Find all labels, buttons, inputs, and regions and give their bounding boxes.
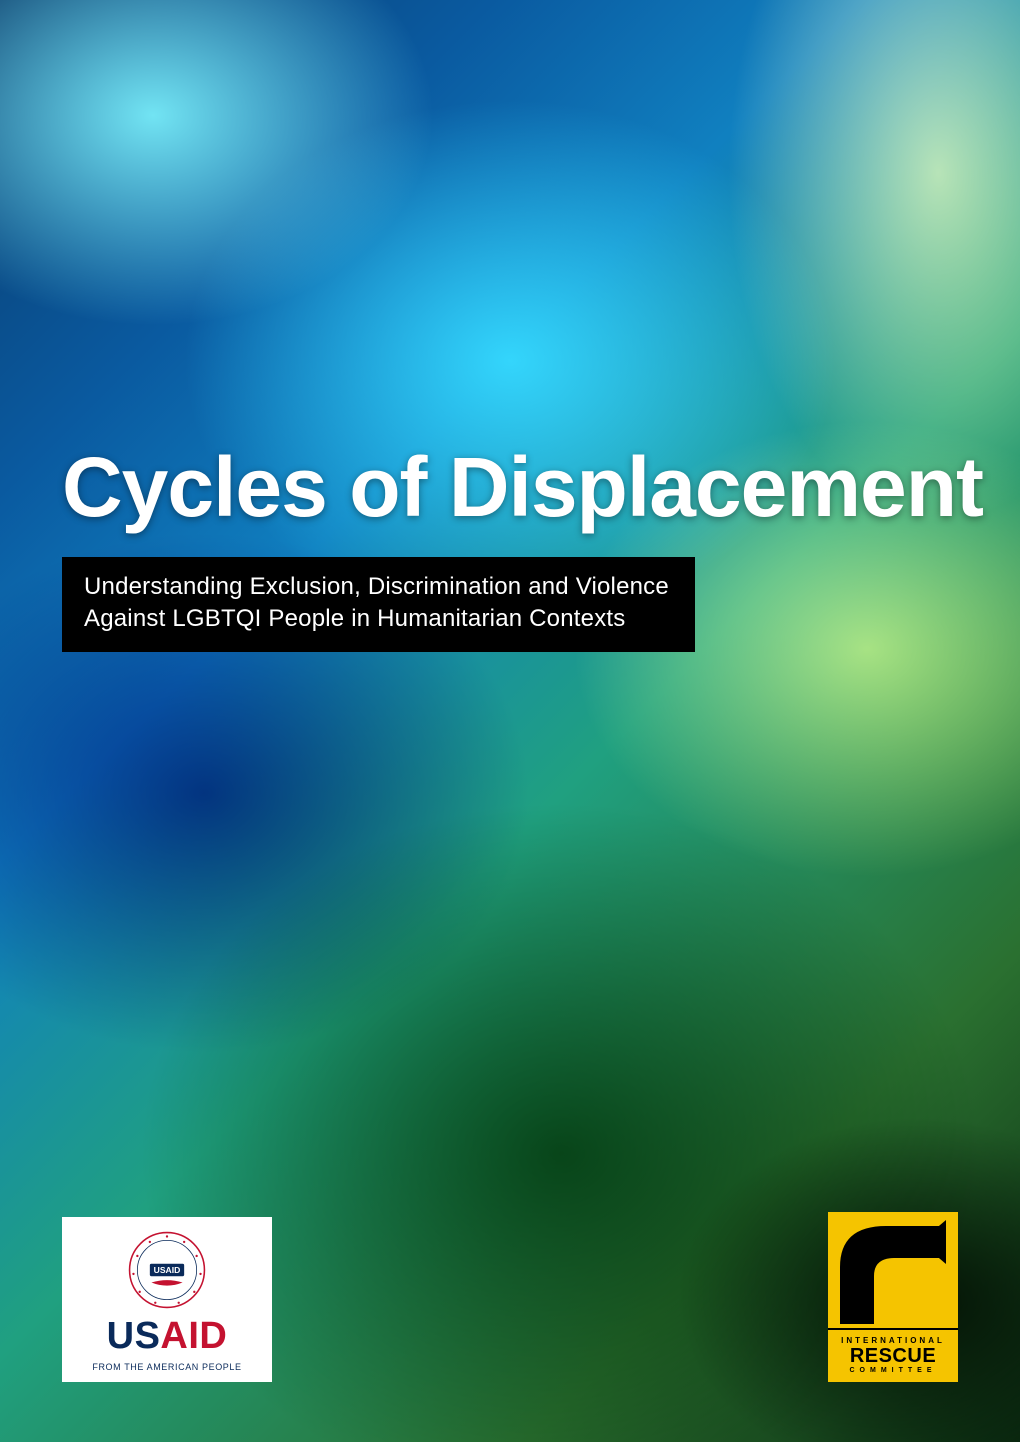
subtitle-line-1: Understanding Exclusion, Discrimination …	[84, 571, 669, 603]
irc-line-committee: COMMITTEE	[834, 1367, 952, 1374]
usaid-wordmark-us: US	[107, 1315, 161, 1357]
usaid-tagline: FROM THE AMERICAN PEOPLE	[92, 1362, 241, 1372]
svg-text:USAID: USAID	[154, 1265, 181, 1275]
subtitle-box: Understanding Exclusion, Discrimination …	[62, 557, 695, 652]
irc-line-international: INTERNATIONAL	[834, 1336, 952, 1345]
title-block: Cycles of Displacement Understanding Exc…	[62, 445, 983, 652]
irc-arrow-icon	[828, 1212, 958, 1328]
irc-line-rescue: RESCUE	[834, 1346, 952, 1366]
subtitle-line-2: Against LGBTQI People in Humanitarian Co…	[84, 603, 669, 635]
footer-logo-row: USAID USAID FROM THE AMERICAN PEOP	[62, 1212, 958, 1382]
usaid-wordmark-aid: AID	[160, 1315, 227, 1357]
usaid-wordmark: USAID	[107, 1317, 228, 1355]
report-cover-page: Cycles of Displacement Understanding Exc…	[0, 0, 1020, 1442]
usaid-seal-icon: USAID	[128, 1231, 206, 1309]
main-title: Cycles of Displacement	[62, 445, 983, 529]
usaid-logo: USAID USAID FROM THE AMERICAN PEOP	[62, 1217, 272, 1382]
irc-wordmark: INTERNATIONAL RESCUE COMMITTEE	[828, 1328, 958, 1382]
irc-logo: INTERNATIONAL RESCUE COMMITTEE	[828, 1212, 958, 1382]
